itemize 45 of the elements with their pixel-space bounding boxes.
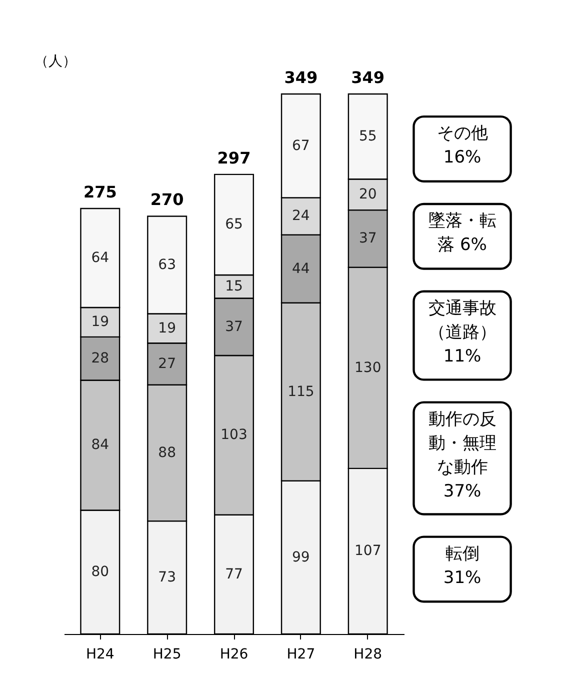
text: 転倒 [445,544,480,564]
data-label: 130 [354,360,382,376]
x-tick-label: H27 [286,646,316,662]
total-label: 349 [351,68,385,87]
total-label: 275 [83,182,117,202]
data-label: 84 [91,437,110,454]
data-label: 65 [225,216,243,233]
text: 31% [443,568,482,588]
data-label: 27 [158,356,176,372]
text: 交通事故（道路） [428,298,496,342]
x-tick-label: H24 [86,646,114,662]
text: その他 [436,124,488,144]
x-tick-label: H28 [354,646,382,662]
text: 16% [443,148,482,168]
text: 動作の反動・無理な動作 [428,409,496,478]
data-label: 67 [292,138,310,154]
data-label: 55 [358,128,377,145]
data-label: 103 [220,427,248,444]
data-label: 77 [225,566,243,582]
data-label: 24 [292,208,310,224]
data-label: 19 [158,320,176,336]
text: 11% [443,346,482,366]
data-label: 115 [288,384,314,400]
total-label: 349 [284,68,318,87]
data-label: 37 [358,230,377,247]
text: 墜落・転落 6% [428,210,496,255]
data-label: 37 [225,318,243,335]
data-label: 64 [91,250,110,266]
x-tick-label: H26 [220,646,248,662]
data-label: 63 [158,256,176,273]
data-label: 20 [358,186,377,203]
data-label: 73 [158,570,176,586]
data-label: 15 [225,278,243,295]
data-label: 80 [91,564,110,580]
y-axis-title: （人） [34,54,76,70]
total-label: 297 [217,148,251,168]
data-label: 19 [91,314,110,330]
text: 37% [443,481,482,502]
data-label: 44 [292,260,310,277]
data-label: 99 [292,549,310,566]
total-label: 270 [150,190,184,210]
data-label: 107 [354,543,382,560]
data-label: 28 [91,350,110,367]
x-tick-label: H25 [152,646,182,662]
data-label: 88 [158,444,176,461]
